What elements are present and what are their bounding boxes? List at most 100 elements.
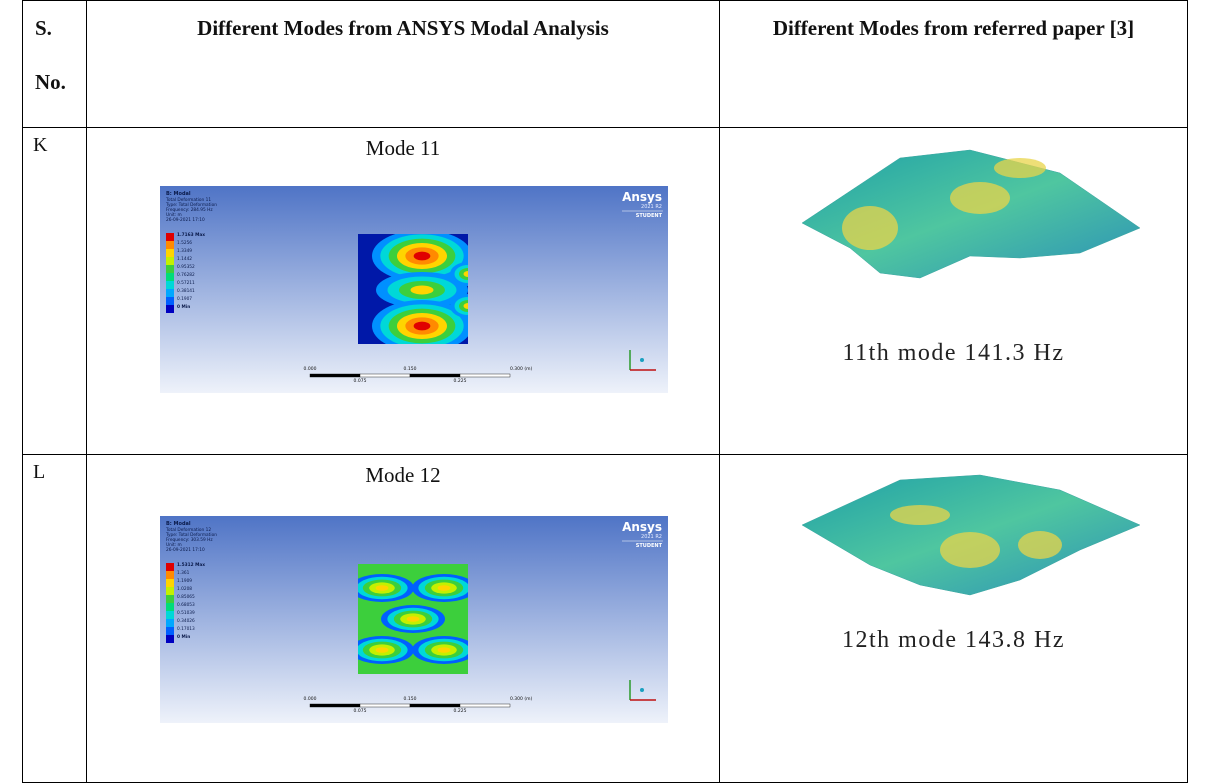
surface-peak: [994, 158, 1046, 178]
paper-cell: 11th mode 141.3 Hz: [720, 128, 1188, 455]
scale-segment: [410, 374, 460, 377]
contour: [407, 616, 420, 622]
page: S. No. Different Modes from ANSYS Modal …: [0, 0, 1205, 783]
triad-z: [640, 688, 644, 692]
ansys-edition: STUDENT: [636, 213, 663, 219]
scale-label: 0.300 (m): [510, 366, 532, 372]
scale-label: 0.075: [354, 378, 367, 384]
legend-swatch: [166, 233, 174, 241]
legend-swatch: [166, 249, 174, 257]
result-title: B: Modal: [166, 521, 191, 527]
paper-caption: 11th mode 141.3 Hz: [720, 340, 1187, 367]
scale-label: 0.300 (m): [510, 696, 532, 702]
legend-swatch: [166, 297, 174, 305]
legend-label: 1.1442: [177, 256, 192, 262]
scale-label: 0.000: [304, 696, 317, 702]
legend-label: 0 Min: [177, 304, 190, 310]
paper-cell: 12th mode 143.8 Hz: [720, 455, 1188, 783]
mode-title: Mode 11: [87, 136, 719, 186]
result-title: B: Modal: [166, 191, 191, 197]
legend-label: 0.85065: [177, 594, 195, 600]
legend-swatch: [166, 241, 174, 249]
legend-label: 0.51039: [177, 610, 195, 616]
scale-label: 0.150: [404, 696, 417, 702]
ansys-edition: STUDENT: [636, 543, 663, 549]
legend-label: 1.3349: [177, 248, 192, 254]
legend-label: 1.5256: [177, 240, 192, 246]
scale-label: 0.000: [304, 366, 317, 372]
result-line: 26-09-2021 17:10: [166, 547, 205, 553]
scale-label: 0.225: [454, 708, 467, 714]
scale-segment: [460, 374, 510, 377]
ansys-brand: Ansys: [622, 190, 662, 204]
legend-label: 1.0208: [177, 586, 192, 592]
contour: [411, 286, 434, 295]
legend-swatch: [166, 265, 174, 273]
legend-swatch: [166, 563, 174, 571]
scale-segment: [460, 704, 510, 707]
legend-swatch: [166, 587, 174, 595]
legend-label: 1.7163 Max: [177, 232, 205, 238]
mode-title: Mode 12: [87, 463, 719, 516]
legend-swatch: [166, 579, 174, 587]
legend-swatch: [166, 305, 174, 313]
plate: [350, 564, 476, 674]
contour: [376, 585, 389, 591]
scale-segment: [310, 704, 360, 707]
contour: [414, 322, 431, 331]
legend-label: 1.361: [177, 570, 190, 576]
scale-segment: [360, 374, 410, 377]
surface-peak: [940, 532, 1000, 568]
ansys-version: 2021 R2: [641, 534, 662, 540]
header-cell: Different Modes from referred paper [3]: [720, 1, 1188, 128]
legend-swatch: [166, 257, 174, 265]
ansys-brand: Ansys: [622, 520, 662, 534]
legend-swatch: [166, 603, 174, 611]
modes-table: S. No. Different Modes from ANSYS Modal …: [22, 0, 1188, 783]
triad-z: [640, 358, 644, 362]
surface-peak: [950, 182, 1010, 214]
surface-peak: [890, 505, 950, 525]
contour: [414, 252, 431, 261]
result-line: 26-09-2021 17:10: [166, 217, 205, 223]
contour: [376, 647, 389, 653]
legend-swatch: [166, 635, 174, 643]
header-cell: Different Modes from ANSYS Modal Analysi…: [87, 1, 720, 128]
surface-peak: [842, 206, 898, 250]
scale-label: 0.150: [404, 366, 417, 372]
legend-swatch: [166, 273, 174, 281]
legend-swatch: [166, 281, 174, 289]
sno-cell: L: [23, 455, 87, 783]
scale-label: 0.075: [354, 708, 367, 714]
header-cell: S. No.: [23, 1, 87, 128]
scale-segment: [310, 374, 360, 377]
legend-label: 0.34026: [177, 618, 195, 624]
legend-swatch: [166, 571, 174, 579]
scale-label: 0.225: [454, 378, 467, 384]
legend-label: 1.1909: [177, 578, 192, 584]
legend-label: 0.68053: [177, 602, 195, 608]
paper-caption: 12th mode 143.8 Hz: [720, 627, 1187, 654]
legend-swatch: [166, 611, 174, 619]
legend-label: 1.5312 Max: [177, 562, 205, 568]
legend-label: 0.76282: [177, 272, 195, 278]
legend-label: 0.95352: [177, 264, 195, 270]
legend-swatch: [166, 595, 174, 603]
legend-label: 0.1907: [177, 296, 192, 302]
scale-segment: [360, 704, 410, 707]
ansys-version: 2021 R2: [641, 204, 662, 210]
legend-label: 0 Min: [177, 634, 190, 640]
surface-plot: [720, 455, 1188, 655]
legend-label: 0.57211: [177, 280, 195, 286]
plate: [358, 230, 486, 352]
surface-peak: [1018, 531, 1062, 559]
surface-plot: [720, 128, 1188, 328]
contour: [438, 585, 451, 591]
legend-swatch: [166, 627, 174, 635]
